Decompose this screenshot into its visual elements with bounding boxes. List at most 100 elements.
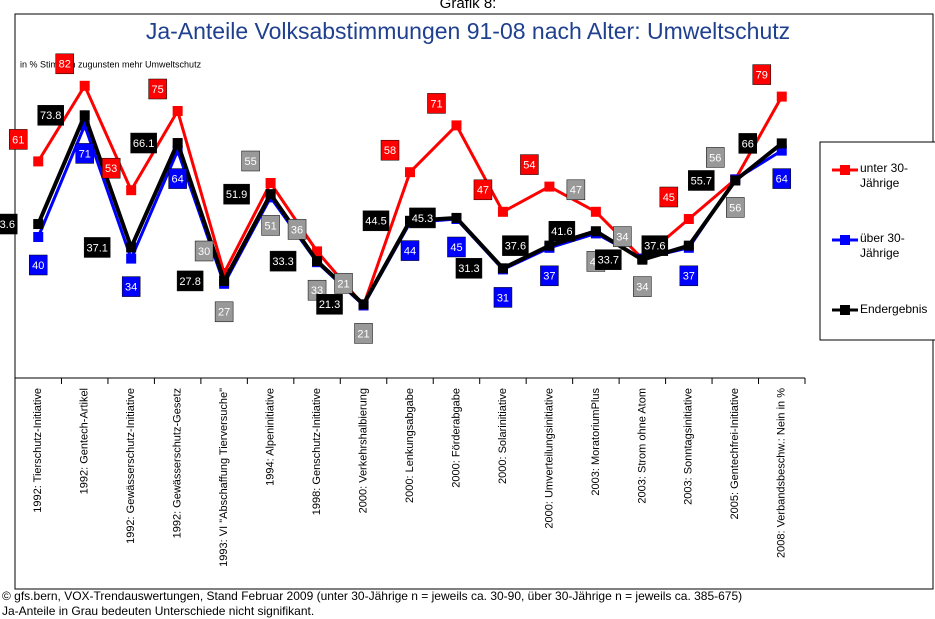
point-marker: [33, 219, 44, 230]
point-marker: [79, 120, 90, 131]
point-marker: [126, 242, 137, 253]
x-tick-label: 2008: Verbandsbeschw.: Nein in %: [776, 388, 788, 558]
chart-title: Ja-Anteile Volksabstimmungen 91-08 nach …: [146, 18, 790, 44]
label-box: [261, 215, 280, 236]
point-marker: [590, 226, 601, 237]
x-tick-label: 2000: Förderabgabe: [450, 388, 462, 488]
data-label: 45.3: [412, 213, 433, 225]
label-box: [121, 276, 141, 297]
label-box: [0, 213, 18, 235]
data-label: 37: [683, 271, 695, 283]
legend-label: unter 30-Jährige: [860, 161, 908, 190]
point-marker: [451, 212, 462, 223]
label-box: [269, 250, 297, 272]
label-box: [772, 168, 792, 189]
x-tick-label: 2000: Umverteilungsinitiative: [543, 388, 555, 529]
label-box: [726, 197, 745, 218]
label-box: [101, 157, 121, 179]
x-tick-label: 1994: Alpeninitiative: [264, 388, 276, 486]
label-box: [659, 186, 679, 208]
label-box: [752, 64, 772, 85]
data-label: 33.3: [272, 256, 293, 268]
point-marker: [172, 138, 183, 149]
point-marker: [312, 246, 323, 257]
point-marker: [219, 275, 230, 286]
data-label: 58: [384, 145, 396, 157]
point-marker: [683, 240, 694, 251]
label-box: [409, 207, 436, 229]
x-tick-label: 2003: Strom ohne Atom: [636, 388, 648, 504]
data-label: 27.8: [179, 276, 200, 288]
data-label: 66: [742, 138, 754, 150]
x-tick-label: 1992: Gentech-Artikel: [79, 388, 91, 494]
label-box: [493, 287, 513, 308]
data-label: 37.6: [644, 241, 665, 253]
point-marker: [590, 206, 601, 217]
point-marker: [126, 185, 137, 196]
data-label: 51: [264, 220, 276, 232]
data-label: 71: [79, 148, 91, 160]
data-label: 37: [543, 271, 555, 283]
legend-swatch: [840, 165, 850, 175]
data-label: 45: [450, 242, 462, 254]
point-marker: [79, 80, 90, 91]
x-tick-label: 2000: Solarinitiative: [497, 388, 509, 484]
data-label: 64: [172, 174, 184, 186]
data-label: 71: [430, 98, 442, 110]
label-box: [566, 179, 586, 201]
label-box: [176, 270, 204, 292]
point-marker: [33, 156, 44, 167]
data-label: 44.5: [365, 216, 386, 228]
legend-label-part: über 30-: [860, 231, 905, 245]
label-box: [520, 154, 539, 175]
point-marker: [776, 145, 787, 156]
label-box: [595, 249, 622, 270]
data-label: 43.6: [0, 219, 15, 231]
data-label: 51.9: [226, 189, 247, 201]
chart-subtitle: in % Stimmen zugunsten mehr Umweltschutz: [20, 59, 202, 69]
label-box: [287, 219, 307, 240]
x-tick-label: 2003: Sonntagsinitiative: [683, 388, 695, 505]
data-label: 34: [125, 282, 137, 294]
data-label: 31: [497, 292, 509, 304]
point-marker: [265, 178, 276, 188]
label-box: [540, 265, 559, 287]
label-box: [214, 301, 234, 323]
point-marker: [497, 206, 508, 217]
data-label: 33.7: [598, 255, 619, 267]
label-box: [194, 240, 214, 262]
point-marker: [172, 145, 183, 156]
data-label: 55: [244, 156, 256, 168]
label-box: [223, 183, 250, 205]
label-box: [354, 323, 373, 344]
x-tick-label: 2005: Gentechfrei-Initiative: [729, 388, 741, 519]
x-tick-label: 1992: Gewässerschutz-Gesetz: [172, 388, 184, 538]
legend-label-part: unter 30-: [860, 161, 908, 175]
x-tick-label: 1993: VI "Abschaffung Tierversuche": [218, 388, 230, 567]
label-box: [400, 240, 420, 261]
label-box: [28, 254, 48, 276]
point-marker: [358, 299, 369, 310]
frame: [14, 13, 934, 590]
point-marker: [265, 189, 276, 200]
data-label: 21: [337, 278, 349, 290]
data-label: 56: [729, 202, 741, 214]
data-label: 31.3: [458, 263, 479, 275]
data-label: 54: [523, 160, 535, 172]
data-label: 82: [59, 59, 71, 71]
label-box: [473, 179, 493, 201]
label-box: [75, 143, 94, 164]
point-marker: [776, 91, 787, 102]
data-label: 36: [291, 224, 303, 236]
x-tick-label: 1992: Tierschutz-Initiative: [32, 388, 44, 513]
data-label: 41.6: [551, 226, 572, 238]
data-label: 40: [32, 260, 44, 272]
point-marker: [683, 214, 694, 224]
label-box: [679, 265, 699, 287]
label-box: [8, 129, 28, 150]
point-marker: [544, 181, 555, 192]
label-box: [83, 237, 111, 258]
legend-label-part: Jährige: [860, 246, 900, 260]
footnote: Ja-Anteile in Grau bedeuten Unterschiede…: [2, 604, 314, 618]
label-box: [380, 139, 400, 161]
